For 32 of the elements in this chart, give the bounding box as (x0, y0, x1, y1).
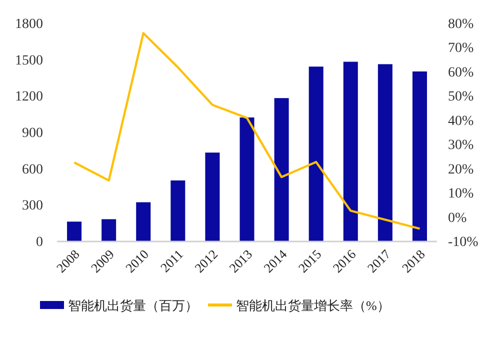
bar (170, 180, 186, 241)
y2-tick-label: 0% (448, 210, 467, 226)
y-tick-label: 300 (22, 198, 43, 214)
y-tick-label: 1200 (15, 90, 43, 105)
x-tick-label: 2011 (157, 246, 186, 276)
y2-tick-label: -10% (448, 235, 479, 250)
y2-tick-label: 60% (448, 65, 474, 80)
line-series (73, 32, 421, 230)
y-tick-label: 600 (22, 162, 43, 178)
y2-tick-label: 50% (448, 90, 474, 105)
bar (67, 222, 82, 241)
legend-label: 智能机出货量（百万） (68, 298, 198, 313)
y2-tick-label: 80% (448, 17, 474, 32)
y2-tick-label: 30% (448, 138, 474, 154)
y-tick-label: 900 (22, 126, 43, 141)
bar (136, 202, 151, 241)
bar (378, 64, 392, 241)
bar (412, 71, 427, 241)
bar (274, 98, 289, 241)
bar (240, 117, 254, 241)
bar (205, 152, 220, 241)
y2-tick-label: 20% (448, 162, 474, 178)
bar (102, 219, 116, 241)
y-tick-label: 0 (36, 235, 43, 250)
y2-tick-label: 10% (448, 186, 474, 202)
bar (343, 62, 358, 241)
y-tick-label: 1800 (15, 17, 43, 32)
legend-label: 智能机出货量增长率（%） (236, 298, 390, 313)
y2-tick-label: 40% (448, 114, 474, 129)
y-tick-label: 1500 (15, 53, 43, 68)
y2-tick-label: 70% (448, 41, 474, 56)
bar (308, 66, 324, 241)
